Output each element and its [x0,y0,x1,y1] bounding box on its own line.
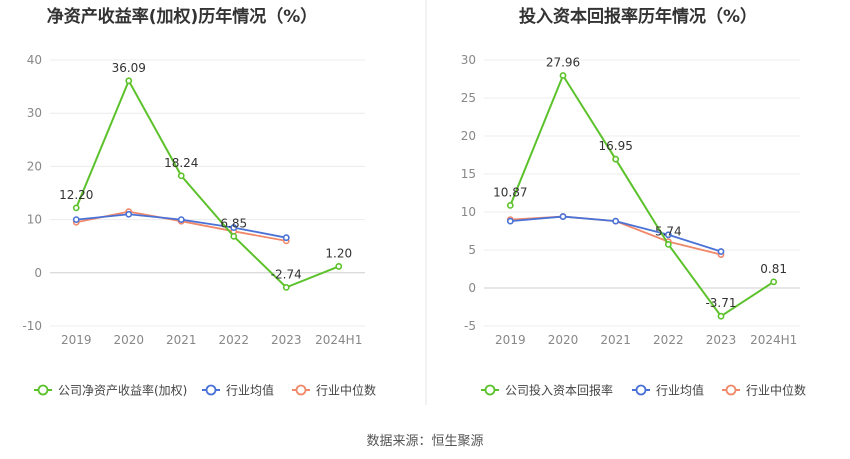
legend-label: 行业中位数 [746,383,806,398]
series-point [125,77,133,85]
x-tick-label: 2020 [113,333,144,347]
series-point [72,216,80,223]
y-tick-label: 0 [468,281,476,295]
y-tick-label: -5 [464,319,476,333]
y-tick-label: 30 [27,106,42,120]
data-label: -2.74 [271,267,302,281]
chart-title: 净资产收益率(加权)历年情况（%） [47,6,318,27]
series-point [612,155,620,163]
x-tick-label: 2019 [61,333,92,347]
data-label: 1.20 [325,246,352,260]
legend-swatch-marker [295,384,307,396]
y-tick-label: 20 [461,129,476,143]
x-tick-label: 2023 [706,333,737,347]
legend-label: 行业均值 [226,383,274,398]
series-point [282,234,290,242]
x-tick-label: 2022 [653,333,684,347]
chart-title: 投入资本回报率历年情况（%） [519,6,757,27]
y-tick-label: 20 [27,159,42,173]
series-point [230,232,238,240]
series-line [509,73,775,318]
legend-swatch-marker [635,384,647,396]
y-tick-label: 10 [461,205,476,219]
series-point [559,72,567,79]
x-tick-label: 2019 [495,333,526,347]
y-tick-label: 40 [27,53,42,67]
legend-label: 行业中位数 [316,383,376,398]
x-tick-label: 2024H1 [750,333,797,347]
data-label: -3.71 [705,296,736,310]
series-point [770,278,778,286]
x-tick-label: 2023 [271,333,302,347]
legend-swatch-marker [205,384,217,396]
legend-label: 行业均值 [656,383,704,398]
y-tick-label: 30 [461,53,476,67]
y-tick-label: 5 [468,243,476,257]
data-label: 18.24 [164,156,198,170]
series-point [72,204,80,212]
series-point [125,210,133,218]
legend-label: 公司净资产收益率(加权) [58,383,187,398]
series-point [177,216,185,223]
series-point [717,312,725,320]
series-point [506,217,514,225]
series-point [282,283,290,291]
series-point [335,263,343,270]
series-point [664,240,672,248]
chart-panel-1: 净资产收益率(加权)历年情况（%） -10 0 10 20 30 40 2019 2020 202… [22,6,376,398]
x-tick-label: 2024H1 [315,333,362,347]
data-label: 6.85 [220,216,247,230]
data-label: 5.74 [655,224,682,238]
data-label: 0.81 [760,262,787,276]
data-label: 36.09 [112,61,146,75]
series-point [559,213,567,220]
series-point [664,231,672,239]
legend-swatch-marker [484,384,496,396]
data-label: 10.87 [493,185,527,199]
series-point [612,217,620,225]
series-point [177,172,185,180]
legend-swatch-marker [37,384,49,396]
x-tick-label: 2022 [218,333,249,347]
legend-swatch-marker [725,384,737,396]
y-tick-label: 10 [27,213,42,227]
series-line [75,78,340,289]
y-tick-label: 0 [34,266,42,280]
legend-label: 公司投入资本回报率 [505,383,613,398]
data-source-note: 数据来源：恒生聚源 [366,434,484,449]
data-label: 27.96 [546,56,580,70]
series-point [230,224,238,231]
data-label: 16.95 [598,139,632,153]
series-point [717,248,725,255]
series-point [506,201,514,209]
x-tick-label: 2020 [548,333,579,347]
chart-panel-2: 投入资本回报率历年情况（%） -5 0 5 10 15 20 25 30 2019 2020 2021… [461,6,806,398]
x-tick-label: 2021 [600,333,631,347]
y-tick-label: -10 [22,319,42,333]
data-label: 12.20 [59,188,93,202]
x-tick-label: 2021 [166,333,197,347]
y-tick-label: 15 [461,167,476,181]
y-tick-label: 25 [461,91,476,105]
